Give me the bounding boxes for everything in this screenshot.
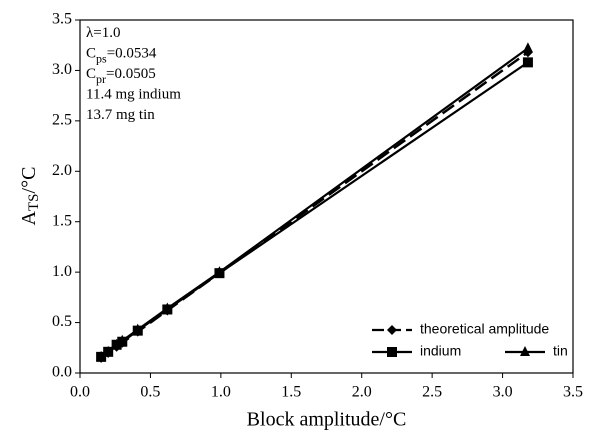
marker: [96, 351, 107, 362]
annotation: Cpr=0.0505: [86, 66, 156, 85]
y-tick-label: 1.0: [52, 263, 72, 280]
plot-frame: [79, 19, 574, 374]
annotation-part: 13.7 mg tin: [86, 107, 155, 123]
legend-label: tin: [553, 343, 568, 359]
x-tick-label: 1.5: [281, 384, 301, 401]
annotation-sub: pr: [96, 72, 106, 86]
y-tick-label: 3.0: [52, 61, 72, 78]
annotation-part: =0.0534: [107, 46, 157, 62]
marker: [522, 47, 533, 58]
y-axis-label: ATS/°C: [18, 167, 43, 226]
marker: [132, 325, 143, 336]
marker: [387, 325, 397, 335]
legend-label: theoretical amplitude: [420, 321, 549, 337]
annotation-part: C: [86, 46, 96, 62]
x-tick-label: 0.0: [70, 384, 90, 401]
x-tick-label: 3.5: [563, 384, 583, 401]
marker: [522, 42, 533, 53]
annotation: 13.7 mg tin: [86, 107, 155, 123]
y-tick-label: 2.5: [52, 112, 72, 129]
marker: [520, 346, 530, 356]
y-axis-label-sub: TS: [26, 193, 42, 211]
x-axis-label: Block amplitude/°C: [247, 409, 407, 431]
y-tick-label: 3.5: [52, 11, 72, 28]
annotation: Cps=0.0534: [86, 46, 157, 65]
x-tick-label: 2.5: [422, 384, 442, 401]
x-tick-label: 1.0: [211, 384, 231, 401]
x-tick-label: 0.5: [140, 384, 160, 401]
marker: [111, 339, 122, 350]
annotation-part: =0.0505: [106, 66, 156, 82]
y-tick-label: 2.0: [52, 162, 72, 179]
y-tick-label: 0.5: [52, 313, 72, 330]
annotation-part: λ=1.0: [86, 25, 120, 41]
y-axis-label-part: A: [18, 210, 40, 225]
marker: [117, 336, 128, 347]
annotation-sub: ps: [96, 51, 107, 65]
marker: [522, 57, 533, 68]
y-axis-label-part: /°C: [18, 167, 40, 194]
marker: [214, 268, 225, 279]
annotation-part: C: [86, 66, 96, 82]
marker: [387, 347, 397, 357]
annotation-part: 11.4 mg indium: [86, 87, 181, 103]
annotation: λ=1.0: [86, 25, 120, 41]
y-tick-label: 0.0: [52, 364, 72, 381]
marker: [103, 346, 114, 357]
legend-label: indium: [420, 343, 461, 359]
x-tick-label: 3.0: [493, 384, 513, 401]
marker: [162, 304, 173, 315]
x-tick-label: 2.0: [352, 384, 372, 401]
annotation: 11.4 mg indium: [86, 87, 181, 103]
y-tick-label: 1.5: [52, 212, 72, 229]
